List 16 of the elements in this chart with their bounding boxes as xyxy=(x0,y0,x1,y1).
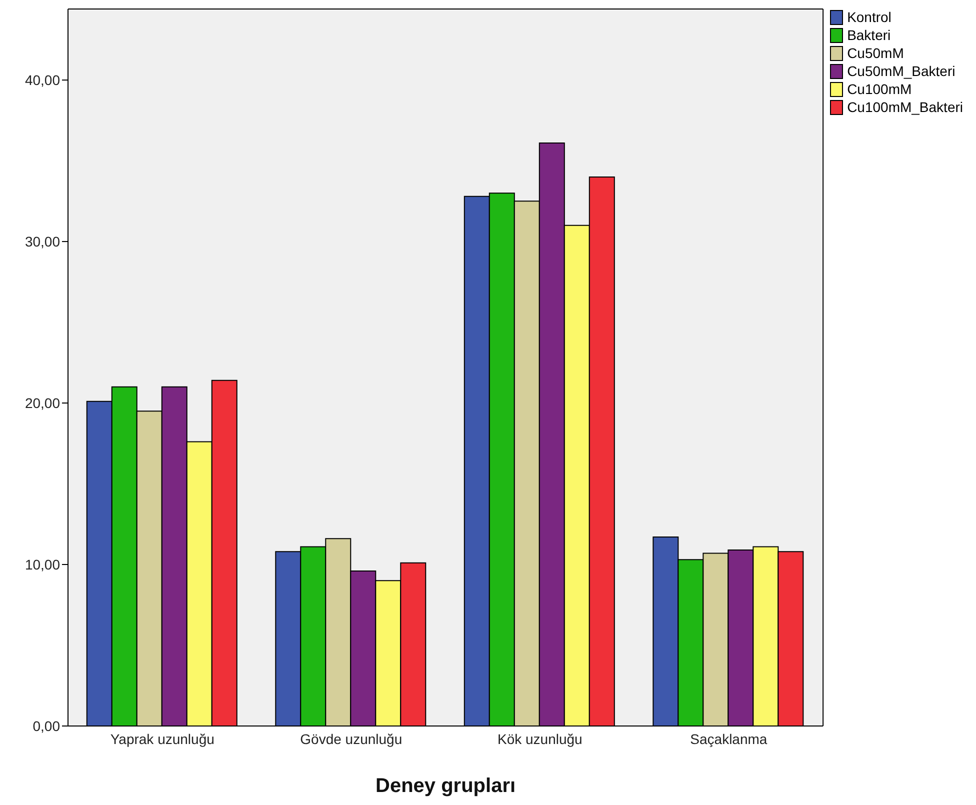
legend-label: Cu50mM xyxy=(847,45,904,61)
x-axis-title: Deney grupları xyxy=(376,775,516,797)
legend-label: Cu50mM_Bakteri xyxy=(847,63,956,79)
legend-label: Kontrol xyxy=(847,9,892,25)
y-tick-label: 0,00 xyxy=(32,718,60,734)
x-tick-label: Yaprak uzunluğu xyxy=(110,730,214,747)
legend-label: Bakteri xyxy=(847,27,891,43)
y-tick-label: 10,00 xyxy=(24,556,60,572)
y-tick-label: 30,00 xyxy=(24,234,60,250)
x-tick-label: Gövde uzunluğu xyxy=(300,730,402,747)
legend-label: Cu100mM_Bakteri xyxy=(847,99,963,115)
x-tick-label: Kök uzunluğu xyxy=(497,730,582,747)
y-tick-label: 20,00 xyxy=(24,394,60,411)
y-tick-label: 40,00 xyxy=(24,72,60,88)
x-tick-label: Saçaklanma xyxy=(690,730,768,747)
legend-label: Cu100mM xyxy=(847,81,912,97)
